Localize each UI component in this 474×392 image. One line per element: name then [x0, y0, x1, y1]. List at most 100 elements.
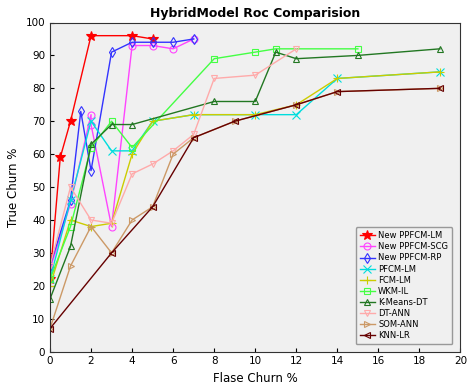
- KNN-LR: [232, 119, 237, 123]
- PFCM-LM: [252, 112, 258, 117]
- New PPFCM-LM: [150, 36, 155, 41]
- PFCM-LM: [109, 149, 114, 153]
- New PPFCM-SCG: [170, 47, 176, 51]
- K-Means-DT: [355, 53, 361, 58]
- New PPFCM-RP: [78, 109, 83, 114]
- PFCM-LM: [129, 149, 135, 153]
- New PPFCM-SCG: [47, 267, 53, 272]
- DT-ANN: [150, 162, 155, 166]
- DT-ANN: [252, 73, 258, 78]
- WKM-IL: [88, 145, 94, 150]
- Title: HybridModel Roc Comparision: HybridModel Roc Comparision: [150, 7, 360, 20]
- DT-ANN: [293, 47, 299, 51]
- FCM-LM: [88, 224, 94, 229]
- DT-ANN: [68, 185, 73, 189]
- Line: New PPFCM-SCG: New PPFCM-SCG: [46, 36, 197, 273]
- Legend: New PPFCM-LM, New PPFCM-SCG, New PPFCM-RP, PFCM-LM, FCM-LM, WKM-IL, K-Means-DT, : New PPFCM-LM, New PPFCM-SCG, New PPFCM-R…: [356, 227, 452, 344]
- KNN-LR: [335, 89, 340, 94]
- SOM-ANN: [129, 218, 135, 222]
- FCM-LM: [335, 76, 340, 81]
- SOM-ANN: [68, 264, 73, 269]
- New PPFCM-SCG: [88, 122, 94, 127]
- Line: KNN-LR: KNN-LR: [46, 85, 444, 332]
- Line: FCM-LM: FCM-LM: [46, 68, 444, 290]
- Line: WKM-IL: WKM-IL: [46, 45, 361, 283]
- PFCM-LM: [293, 112, 299, 117]
- WKM-IL: [252, 50, 258, 54]
- PFCM-LM: [191, 112, 197, 117]
- New PPFCM-RP: [109, 50, 114, 54]
- DT-ANN: [129, 172, 135, 176]
- SOM-ANN: [437, 86, 443, 91]
- New PPFCM-LM: [57, 155, 63, 160]
- PFCM-LM: [68, 198, 73, 203]
- New PPFCM-SCG: [129, 43, 135, 48]
- K-Means-DT: [129, 122, 135, 127]
- K-Means-DT: [437, 47, 443, 51]
- New PPFCM-SCG: [68, 201, 73, 206]
- SOM-ANN: [47, 326, 53, 331]
- X-axis label: Flase Churn %: Flase Churn %: [213, 372, 298, 385]
- New PPFCM-RP: [170, 40, 176, 45]
- KNN-LR: [437, 86, 443, 91]
- New PPFCM-RP: [150, 40, 155, 45]
- SOM-ANN: [170, 152, 176, 156]
- PFCM-LM: [335, 76, 340, 81]
- DT-ANN: [211, 76, 217, 81]
- New PPFCM-SCG: [88, 112, 94, 117]
- FCM-LM: [191, 112, 197, 117]
- SOM-ANN: [335, 89, 340, 94]
- FCM-LM: [150, 119, 155, 123]
- WKM-IL: [68, 224, 73, 229]
- New PPFCM-LM: [68, 119, 73, 123]
- PFCM-LM: [437, 69, 443, 74]
- FCM-LM: [109, 221, 114, 226]
- KNN-LR: [150, 205, 155, 209]
- Line: New PPFCM-LM: New PPFCM-LM: [45, 31, 157, 284]
- WKM-IL: [129, 145, 135, 150]
- New PPFCM-RP: [191, 36, 197, 41]
- FCM-LM: [129, 152, 135, 156]
- K-Means-DT: [109, 122, 114, 127]
- DT-ANN: [191, 132, 197, 137]
- DT-ANN: [47, 264, 53, 269]
- SOM-ANN: [232, 119, 237, 123]
- WKM-IL: [273, 47, 279, 51]
- PFCM-LM: [47, 277, 53, 281]
- New PPFCM-SCG: [191, 36, 197, 41]
- FCM-LM: [252, 112, 258, 117]
- PFCM-LM: [150, 119, 155, 123]
- Line: K-Means-DT: K-Means-DT: [46, 45, 444, 303]
- K-Means-DT: [88, 142, 94, 147]
- DT-ANN: [88, 218, 94, 222]
- KNN-LR: [47, 326, 53, 331]
- K-Means-DT: [68, 244, 73, 249]
- FCM-LM: [437, 69, 443, 74]
- KNN-LR: [191, 135, 197, 140]
- SOM-ANN: [293, 102, 299, 107]
- Line: DT-ANN: DT-ANN: [46, 45, 300, 270]
- WKM-IL: [355, 47, 361, 51]
- WKM-IL: [109, 119, 114, 123]
- FCM-LM: [68, 218, 73, 222]
- New PPFCM-LM: [88, 33, 94, 38]
- WKM-IL: [211, 56, 217, 61]
- DT-ANN: [109, 221, 114, 226]
- New PPFCM-RP: [129, 40, 135, 45]
- SOM-ANN: [88, 224, 94, 229]
- K-Means-DT: [211, 99, 217, 104]
- New PPFCM-RP: [88, 168, 94, 173]
- Line: New PPFCM-RP: New PPFCM-RP: [46, 36, 197, 270]
- KNN-LR: [109, 250, 114, 255]
- K-Means-DT: [47, 297, 53, 301]
- FCM-LM: [47, 283, 53, 288]
- K-Means-DT: [273, 50, 279, 54]
- KNN-LR: [293, 102, 299, 107]
- Line: SOM-ANN: SOM-ANN: [46, 85, 444, 332]
- New PPFCM-SCG: [150, 43, 155, 48]
- New PPFCM-LM: [129, 33, 135, 38]
- FCM-LM: [293, 102, 299, 107]
- New PPFCM-RP: [47, 264, 53, 269]
- SOM-ANN: [150, 205, 155, 209]
- K-Means-DT: [293, 56, 299, 61]
